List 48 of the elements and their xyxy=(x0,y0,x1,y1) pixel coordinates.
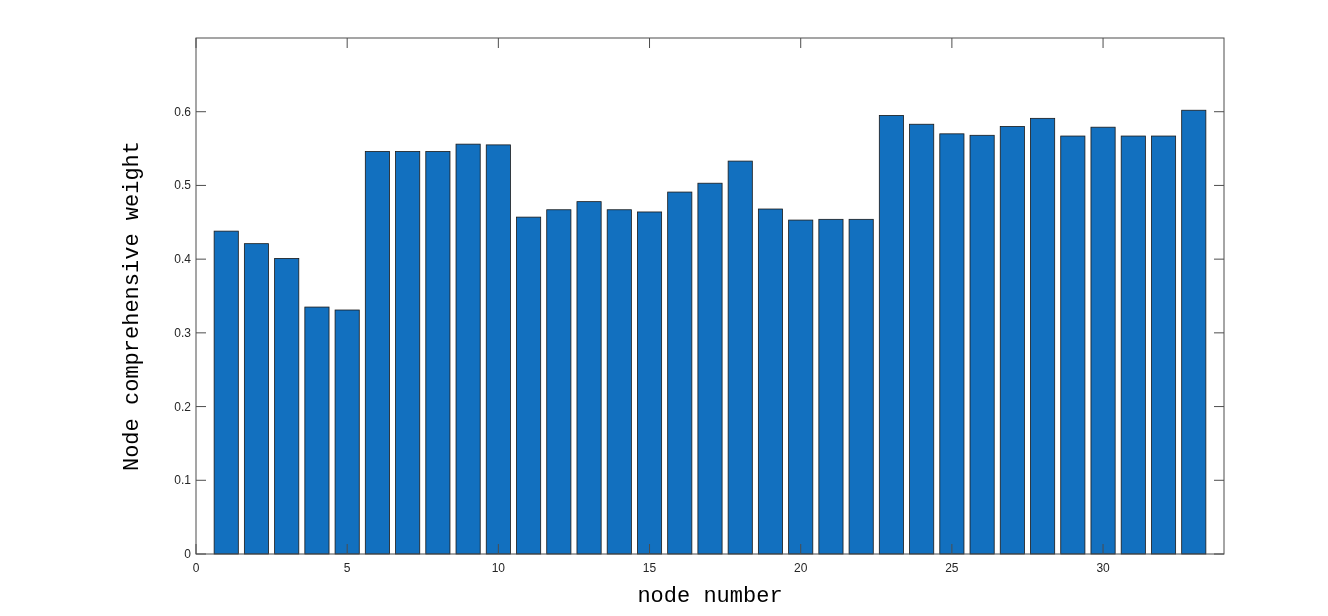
bar xyxy=(1151,135,1177,555)
bar xyxy=(1030,117,1056,555)
bar xyxy=(939,133,965,555)
y-tick-label: 0.3 xyxy=(174,325,192,340)
bar xyxy=(788,219,814,555)
bar xyxy=(667,191,693,555)
bar xyxy=(637,211,663,555)
y-tick-label: 0.1 xyxy=(174,473,192,488)
bar xyxy=(697,182,723,555)
bar xyxy=(969,134,995,555)
bar xyxy=(304,306,330,555)
bar xyxy=(606,209,632,555)
bar xyxy=(576,201,602,555)
bar xyxy=(818,218,844,555)
bar xyxy=(546,209,572,555)
bar xyxy=(757,208,783,555)
y-tick-label: 0.6 xyxy=(174,104,192,119)
y-tick-label: 0.2 xyxy=(174,399,192,414)
x-tick-label: 20 xyxy=(794,561,808,575)
x-tick-label: 30 xyxy=(1096,561,1111,575)
bar xyxy=(1181,109,1207,555)
x-tick-label: 25 xyxy=(945,561,959,575)
bar xyxy=(727,160,753,555)
bar xyxy=(999,126,1025,555)
x-tick-label: 10 xyxy=(491,561,506,575)
bar xyxy=(213,230,239,555)
x-axis-title: node number xyxy=(637,584,783,609)
y-axis-title: Node comprehensive weight xyxy=(120,140,145,472)
y-tick-label: 0.4 xyxy=(174,252,192,267)
bar xyxy=(395,151,421,555)
bar xyxy=(243,243,269,555)
bar xyxy=(848,218,874,555)
bar xyxy=(909,123,935,555)
bar xyxy=(425,151,451,555)
bar xyxy=(334,309,360,555)
bar xyxy=(455,143,481,555)
x-tick-label: 15 xyxy=(642,561,657,575)
bar xyxy=(1090,126,1116,555)
bar xyxy=(364,151,390,555)
bar xyxy=(274,258,300,555)
bar xyxy=(485,144,511,555)
bar xyxy=(1060,135,1086,555)
y-tick-label: 0.5 xyxy=(174,178,192,193)
bar xyxy=(516,216,542,555)
bar xyxy=(878,115,904,555)
bar xyxy=(1120,135,1146,555)
y-tick-label: 0 xyxy=(184,547,192,561)
x-tick-label: 5 xyxy=(343,561,351,575)
